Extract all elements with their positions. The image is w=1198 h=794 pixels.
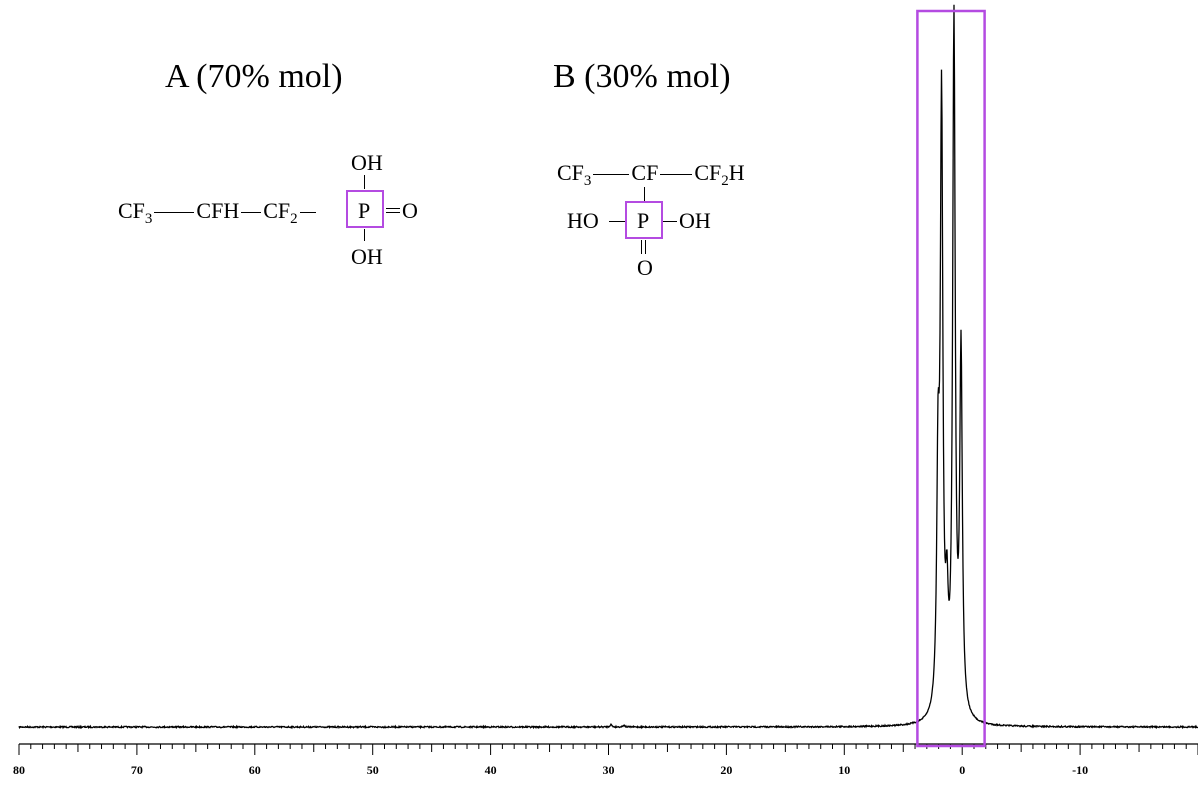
x-tick-label: 60 <box>249 763 261 777</box>
species-a-cf3: CF3 <box>118 198 153 227</box>
x-tick-label: 30 <box>603 763 615 777</box>
x-axis-tick-labels: 80 70 60 50 40 30 20 10 0 -10 <box>13 763 1088 777</box>
species-b-structure: CF3 CF CF2H HO P OH O <box>557 160 777 285</box>
species-b-bond-up <box>644 187 645 201</box>
x-tick-label: 80 <box>13 763 25 777</box>
species-a-cfh: CFH <box>196 198 240 223</box>
species-a-phosphorus: P <box>358 198 371 223</box>
species-b-bond-right <box>663 221 677 222</box>
x-axis-ticks <box>18 744 1198 755</box>
x-tick-label: 50 <box>367 763 379 777</box>
spectrum-trace <box>18 4 1198 730</box>
species-b-o-bottom: O <box>637 255 653 280</box>
species-a-oh-bottom: OH <box>351 244 383 269</box>
species-a-double-bond <box>386 208 400 213</box>
species-b-double-bond <box>641 240 646 254</box>
species-b-bond-left <box>609 221 625 222</box>
species-a-chain: CF3 CFH CF2 <box>118 198 318 227</box>
species-a-p-highlight <box>346 190 384 228</box>
species-b-cf3: CF3 <box>557 160 592 189</box>
x-tick-label: 0 <box>959 763 965 777</box>
species-a-bond-top <box>364 175 365 189</box>
x-tick-label: 10 <box>838 763 850 777</box>
species-a-structure: OH CF3 CFH CF2 P O OH <box>118 150 428 275</box>
highlight-region-box <box>916 9 986 748</box>
species-b-cf: CF <box>631 160 659 185</box>
x-tick-label: 20 <box>720 763 732 777</box>
species-b-ho-left: HO <box>567 208 599 233</box>
species-a-bond-bottom <box>364 229 365 241</box>
species-a-oh-top: OH <box>351 150 383 175</box>
species-b-p-highlight <box>625 201 663 239</box>
species-a-cf2: CF2 <box>263 198 298 227</box>
species-b-title: B (30% mol) <box>553 58 731 95</box>
species-b-phosphorus: P <box>637 208 650 233</box>
x-tick-label: 70 <box>131 763 143 777</box>
x-tick-label: -10 <box>1072 763 1088 777</box>
species-b-chain: CF3 CF CF2H <box>557 160 745 189</box>
species-b-oh-right: OH <box>679 208 711 233</box>
species-b-cf2h: CF2H <box>694 160 745 189</box>
x-tick-label: 40 <box>485 763 497 777</box>
species-a-o-side: O <box>402 198 418 223</box>
species-a-title: A (70% mol) <box>165 58 343 95</box>
